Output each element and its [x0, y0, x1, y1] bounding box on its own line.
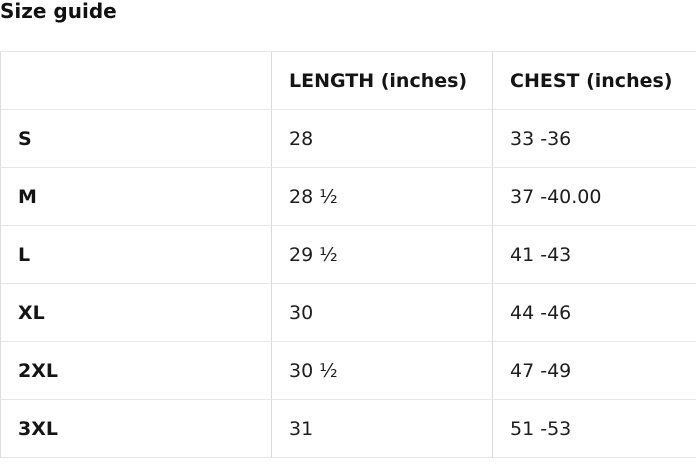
table-row-3xl: 3XL 31 51 -53 — [1, 400, 696, 458]
page-title: Size guide — [0, 0, 117, 23]
header-cell-chest: CHEST (inches) — [493, 52, 696, 110]
table-row-2xl: 2XL 30 ½ 47 -49 — [1, 342, 696, 400]
size-label: L — [1, 226, 272, 284]
size-guide-table: LENGTH (inches) CHEST (inches) S 28 33 -… — [0, 51, 696, 458]
chest-value: 44 -46 — [493, 284, 696, 342]
table-row-m: M 28 ½ 37 -40.00 — [1, 168, 696, 226]
header-cell-length: LENGTH (inches) — [272, 52, 493, 110]
length-value: 30 — [272, 284, 493, 342]
table-header-row: LENGTH (inches) CHEST (inches) — [1, 52, 696, 110]
table-row-xl: XL 30 44 -46 — [1, 284, 696, 342]
chest-value: 47 -49 — [493, 342, 696, 400]
chest-value: 51 -53 — [493, 400, 696, 458]
chest-value: 33 -36 — [493, 110, 696, 168]
chest-value: 41 -43 — [493, 226, 696, 284]
table-row-s: S 28 33 -36 — [1, 110, 696, 168]
size-label: M — [1, 168, 272, 226]
header-cell-blank — [1, 52, 272, 110]
size-label: 2XL — [1, 342, 272, 400]
chest-value: 37 -40.00 — [493, 168, 696, 226]
size-label: 3XL — [1, 400, 272, 458]
length-value: 31 — [272, 400, 493, 458]
table-row-l: L 29 ½ 41 -43 — [1, 226, 696, 284]
size-label: S — [1, 110, 272, 168]
length-value: 30 ½ — [272, 342, 493, 400]
length-value: 29 ½ — [272, 226, 493, 284]
length-value: 28 ½ — [272, 168, 493, 226]
size-label: XL — [1, 284, 272, 342]
length-value: 28 — [272, 110, 493, 168]
